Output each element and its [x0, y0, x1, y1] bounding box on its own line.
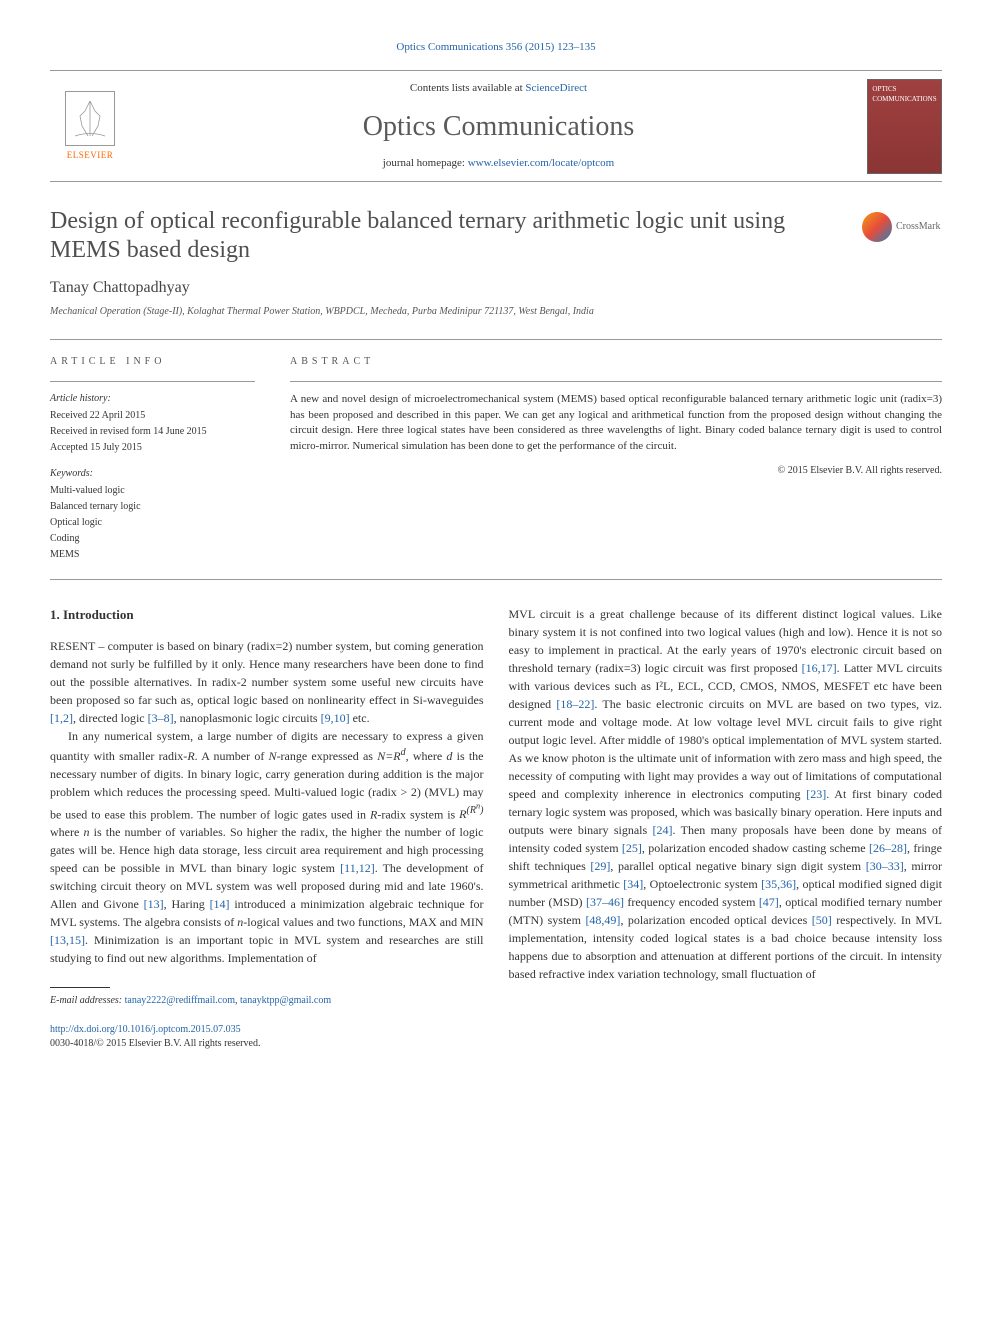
article-title-row: Design of optical reconfigurable balance…	[50, 207, 942, 265]
email-label: E-mail addresses:	[50, 995, 125, 1006]
citation-link[interactable]: [47]	[759, 895, 779, 909]
citation-link[interactable]: [11,12]	[340, 861, 375, 875]
crossmark-label: CrossMark	[896, 221, 940, 233]
article-title: Design of optical reconfigurable balance…	[50, 207, 852, 265]
footnote-separator	[50, 987, 110, 988]
citation-link[interactable]: [34]	[623, 877, 643, 891]
section-number: 1.	[50, 607, 60, 622]
citation-link[interactable]: [3–8]	[148, 711, 174, 725]
keyword: Balanced ternary logic	[50, 500, 255, 514]
article-info-panel: ARTICLE INFO Article history: Received 2…	[50, 340, 270, 579]
citation-link[interactable]: [35,36]	[761, 877, 796, 891]
info-abstract-row: ARTICLE INFO Article history: Received 2…	[50, 339, 942, 580]
abstract-copyright: © 2015 Elsevier B.V. All rights reserved…	[290, 464, 942, 478]
elsevier-tree-icon	[65, 91, 115, 146]
date-received: Received 22 April 2015	[50, 409, 255, 423]
page-container: Optics Communications 356 (2015) 123–135…	[0, 0, 992, 1091]
citation-link[interactable]: [16,17]	[802, 661, 837, 675]
body-paragraph: In any numerical system, a large number …	[50, 727, 484, 967]
journal-citation: Optics Communications 356 (2015) 123–135	[50, 40, 942, 55]
elsevier-label: ELSEVIER	[67, 149, 114, 162]
journal-header-band: ELSEVIER Contents lists available at Sci…	[50, 70, 942, 182]
citation-link[interactable]: [37–46]	[586, 895, 624, 909]
email-link[interactable]: tanayktpp@gmail.com	[240, 995, 331, 1006]
citation-link[interactable]: [29]	[590, 859, 610, 873]
history-dates: Received 22 April 2015 Received in revis…	[50, 409, 255, 455]
citation-link[interactable]: [13,15]	[50, 933, 85, 947]
citation-link[interactable]: [26–28]	[869, 841, 907, 855]
homepage-line: journal homepage: www.elsevier.com/locat…	[150, 156, 847, 171]
citation-link[interactable]: [9,10]	[321, 711, 350, 725]
email-link[interactable]: tanay2222@rediffmail.com	[125, 995, 235, 1006]
citation-link[interactable]: [48,49]	[585, 913, 620, 927]
keyword: Optical logic	[50, 516, 255, 530]
email-line: E-mail addresses: tanay2222@rediffmail.c…	[50, 993, 484, 1008]
sciencedirect-link[interactable]: ScienceDirect	[525, 82, 587, 94]
keywords-label: Keywords:	[50, 467, 255, 481]
article-info-header: ARTICLE INFO	[50, 355, 255, 369]
cover-title: OPTICS COMMUNICATIONS	[872, 85, 936, 105]
issn-copyright: 0030-4018/© 2015 Elsevier B.V. All right…	[50, 1037, 942, 1051]
journal-cover-thumbnail: OPTICS COMMUNICATIONS	[867, 79, 942, 174]
section-title: Introduction	[63, 607, 134, 622]
citation-link[interactable]: [25]	[622, 841, 642, 855]
abstract-panel: ABSTRACT A new and novel design of micro…	[270, 340, 942, 579]
history-label: Article history:	[50, 392, 255, 406]
citation-link[interactable]: [18–22]	[556, 697, 594, 711]
crossmark-icon	[862, 212, 892, 242]
abstract-text: A new and novel design of microelectrome…	[290, 392, 942, 454]
body-paragraph: RESENT – computer is based on binary (ra…	[50, 637, 484, 727]
body-column-left: 1. Introduction RESENT – computer is bas…	[50, 605, 484, 1008]
citation-link[interactable]: [1,2]	[50, 711, 73, 725]
citation-link[interactable]: [50]	[812, 913, 832, 927]
contents-prefix: Contents lists available at	[410, 82, 525, 94]
body-columns: 1. Introduction RESENT – computer is bas…	[50, 605, 942, 1008]
doi-link[interactable]: http://dx.doi.org/10.1016/j.optcom.2015.…	[50, 1023, 942, 1037]
section-heading: 1. Introduction	[50, 605, 484, 625]
citation-link[interactable]: [23]	[806, 787, 826, 801]
citation-link[interactable]: [14]	[210, 897, 230, 911]
abstract-header: ABSTRACT	[290, 355, 942, 369]
body-paragraph: MVL circuit is a great challenge because…	[509, 605, 943, 983]
date-accepted: Accepted 15 July 2015	[50, 441, 255, 455]
keyword: Multi-valued logic	[50, 484, 255, 498]
elsevier-logo: ELSEVIER	[50, 81, 130, 171]
keyword: Coding	[50, 532, 255, 546]
homepage-prefix: journal homepage:	[383, 157, 468, 169]
header-center: Contents lists available at ScienceDirec…	[130, 71, 867, 181]
crossmark-badge[interactable]: CrossMark	[862, 207, 942, 247]
keywords-list: Multi-valued logic Balanced ternary logi…	[50, 484, 255, 562]
citation-link[interactable]: [24]	[653, 823, 673, 837]
author-name: Tanay Chattopadhyay	[50, 277, 942, 299]
keyword: MEMS	[50, 548, 255, 562]
citation-link[interactable]: [30–33]	[866, 859, 904, 873]
homepage-link[interactable]: www.elsevier.com/locate/optcom	[468, 157, 615, 169]
date-revised: Received in revised form 14 June 2015	[50, 425, 255, 439]
contents-line: Contents lists available at ScienceDirec…	[150, 81, 847, 96]
author-affiliation: Mechanical Operation (Stage-II), Kolagha…	[50, 305, 942, 319]
citation-link[interactable]: [13]	[144, 897, 164, 911]
journal-name: Optics Communications	[150, 107, 847, 146]
body-column-right: MVL circuit is a great challenge because…	[509, 605, 943, 1008]
